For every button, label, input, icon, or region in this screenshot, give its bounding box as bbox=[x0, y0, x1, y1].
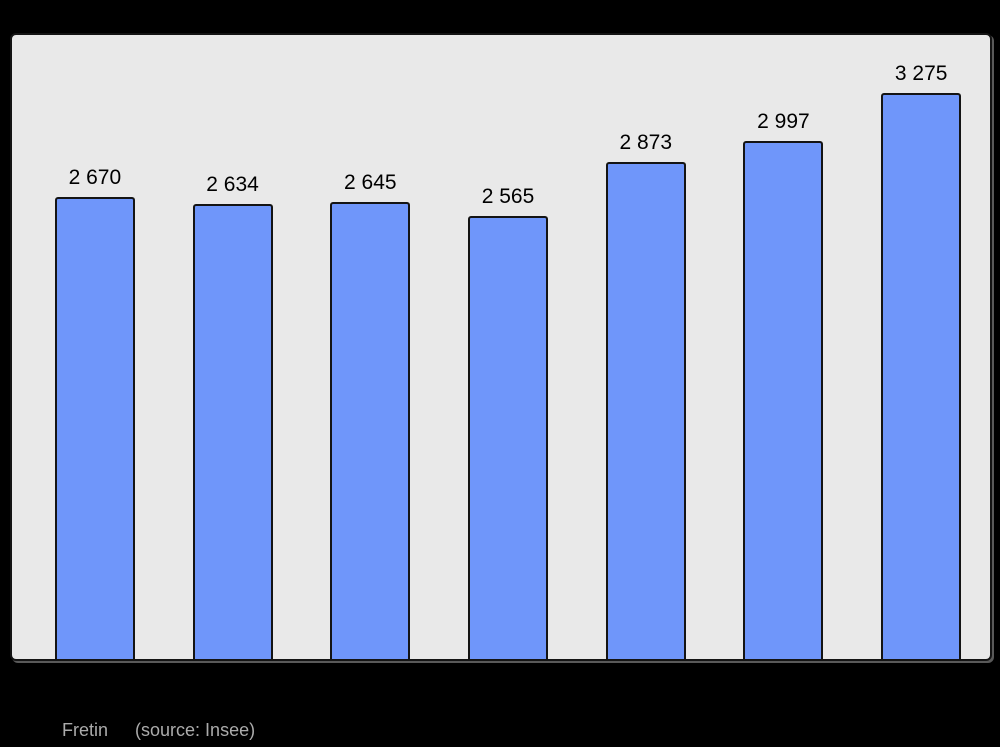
bars-container: 2 670 2 634 2 645 2 565 2 873 2 997 3 275 bbox=[12, 35, 990, 659]
bar-value-label: 3 275 bbox=[894, 62, 948, 85]
bar-value-label: 2 645 bbox=[344, 171, 397, 194]
bar-value-label: 2 997 bbox=[757, 110, 810, 133]
bar-slot: 3 275 bbox=[852, 35, 990, 659]
bar bbox=[605, 162, 686, 659]
bar-slot: 2 634 bbox=[164, 35, 302, 659]
chart-footer: Fretin (source: Insee) bbox=[62, 721, 255, 739]
bar-value-label: 2 634 bbox=[206, 173, 259, 196]
bar-chart-plot-area: 2 670 2 634 2 645 2 565 2 873 2 997 3 275 bbox=[10, 33, 992, 661]
bar-slot: 2 873 bbox=[577, 35, 715, 659]
footer-place-label: Fretin bbox=[62, 720, 109, 740]
bar bbox=[881, 93, 962, 659]
bar bbox=[468, 216, 549, 659]
footer-source-label: (source: Insee) bbox=[135, 720, 256, 740]
bar-value-label: 2 670 bbox=[68, 166, 122, 189]
bar bbox=[330, 202, 411, 659]
bar-value-label: 2 565 bbox=[481, 185, 535, 208]
bar bbox=[192, 204, 273, 659]
bar-slot: 2 670 bbox=[26, 35, 164, 659]
bar-slot: 2 565 bbox=[439, 35, 577, 659]
bar bbox=[743, 141, 824, 659]
bar bbox=[54, 197, 135, 659]
bar-slot: 2 997 bbox=[715, 35, 853, 659]
bar-slot: 2 645 bbox=[301, 35, 439, 659]
bar-value-label: 2 873 bbox=[619, 131, 673, 154]
